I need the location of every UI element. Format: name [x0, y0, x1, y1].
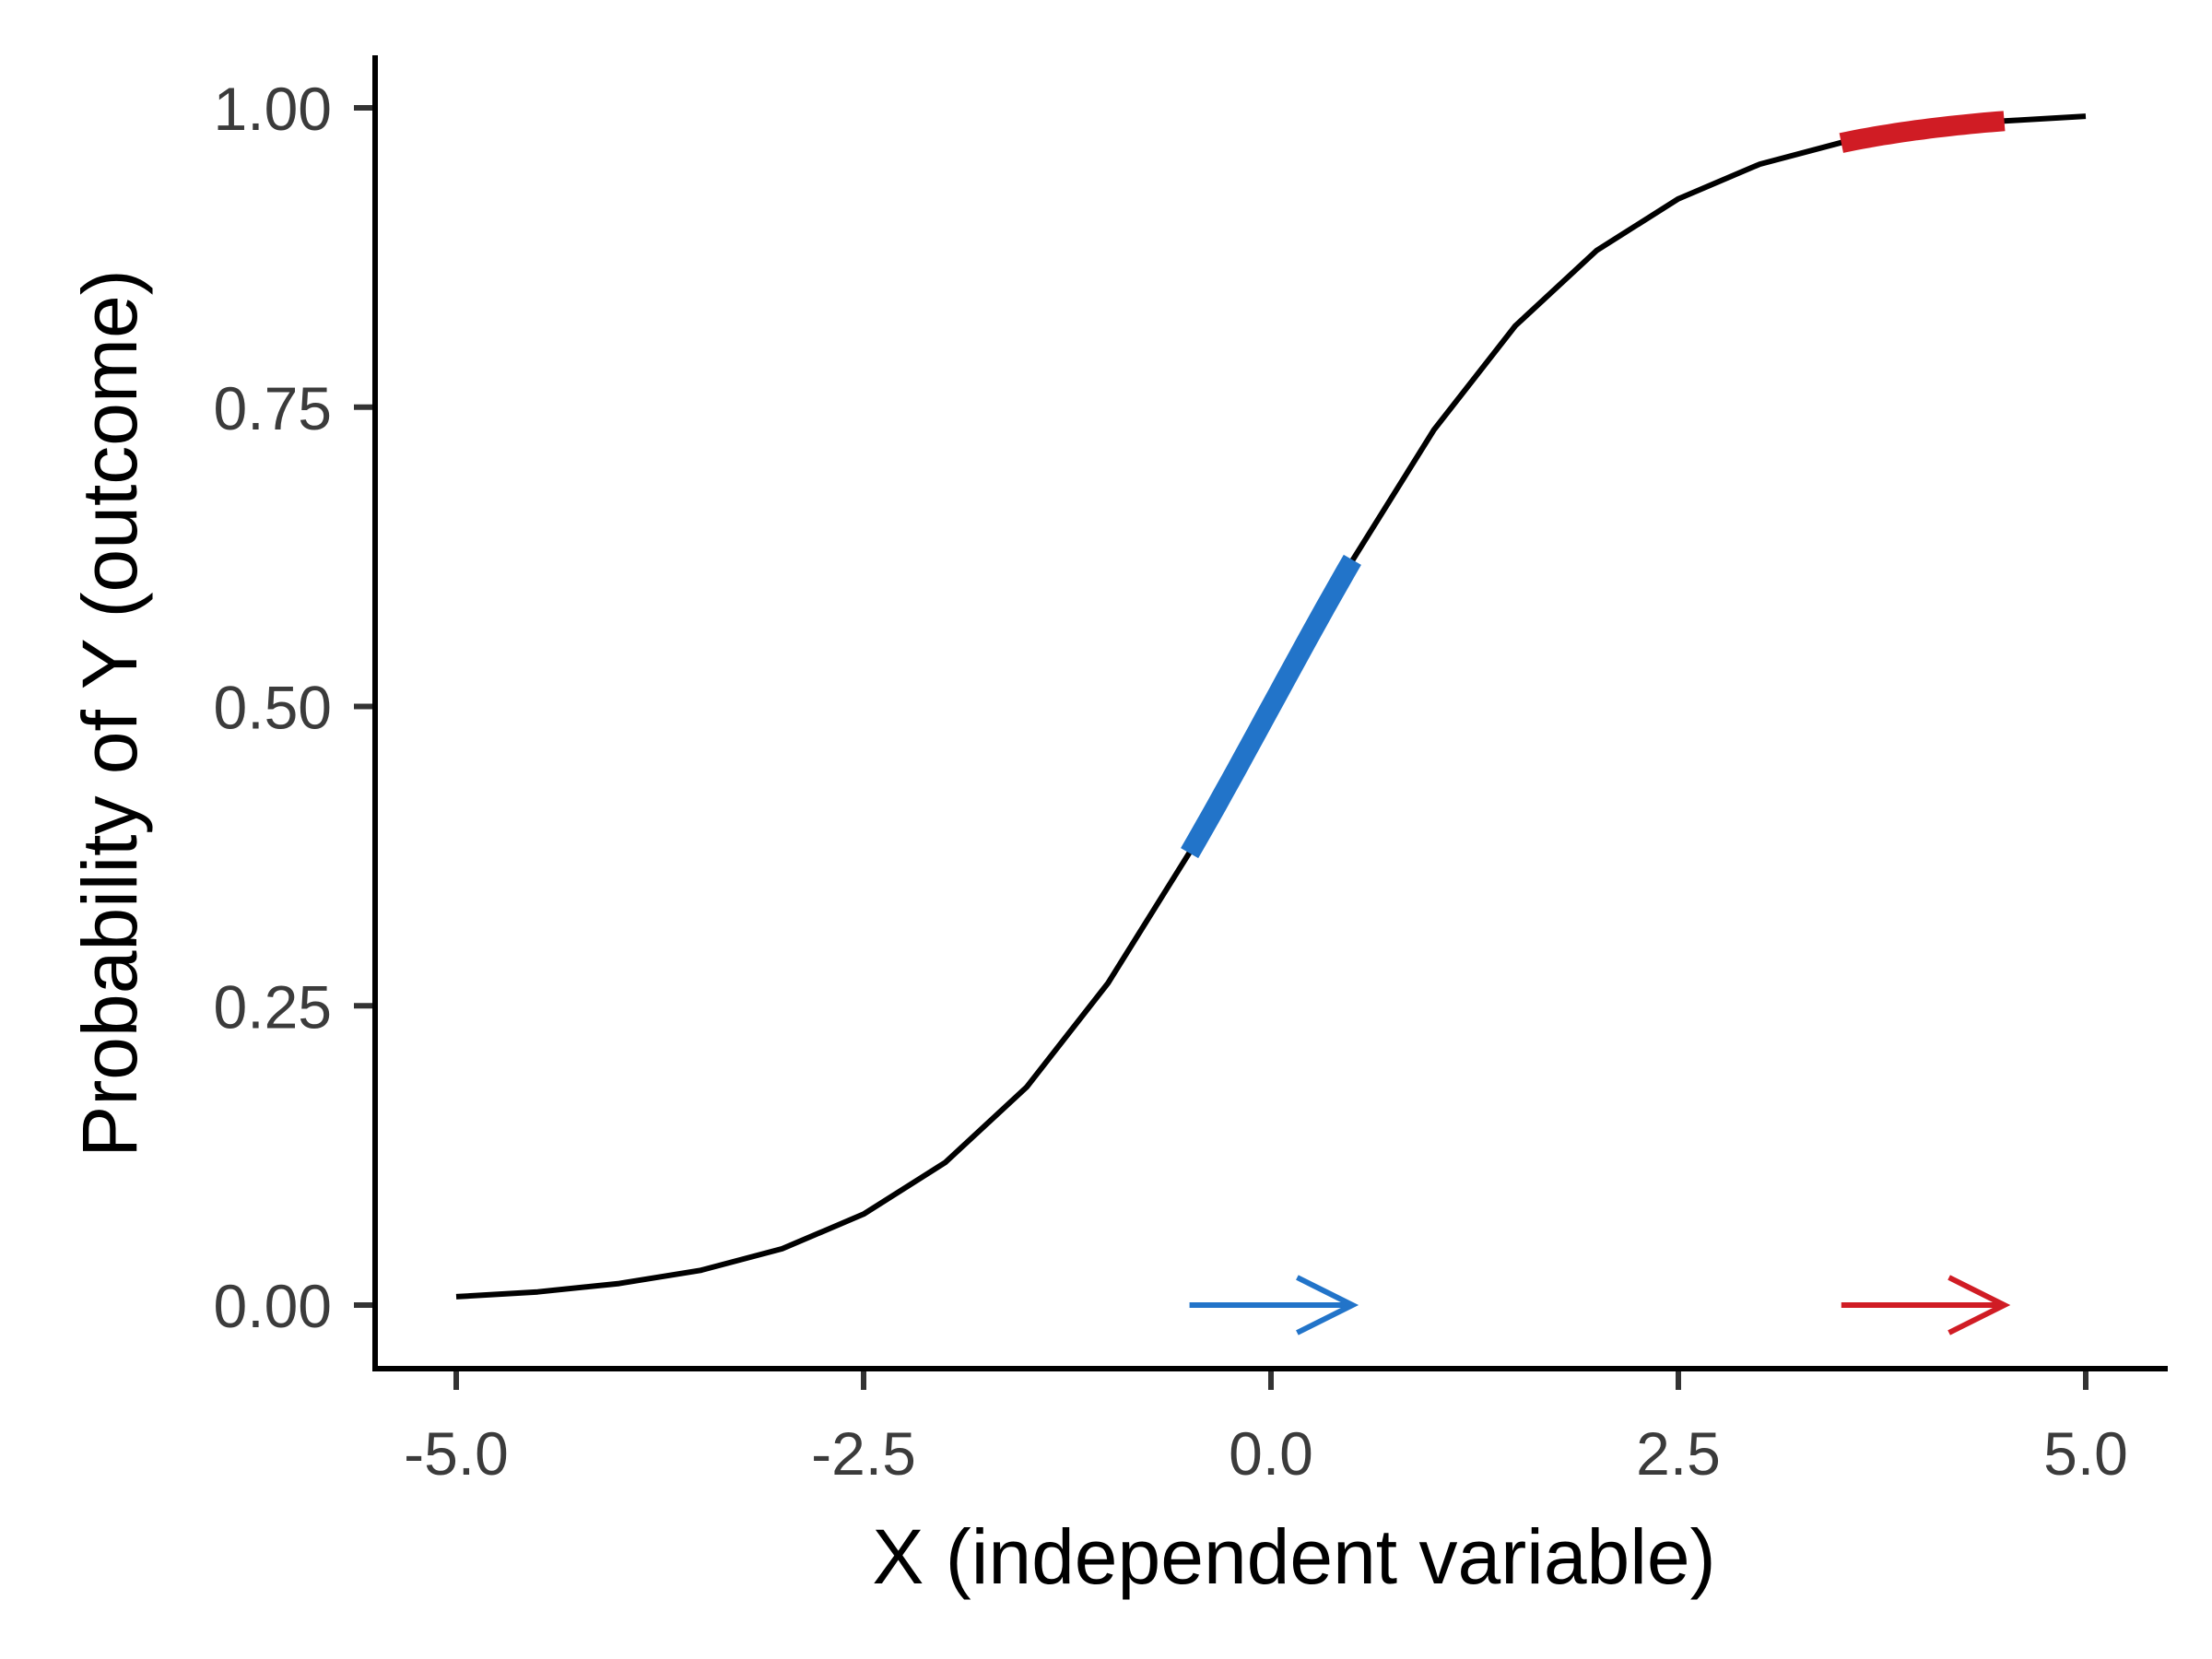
x-tick-label: -5.0	[404, 1419, 509, 1488]
y-axis-title: Probability of Y (outcome)	[66, 269, 153, 1157]
x-tick-label: 5.0	[2043, 1419, 2128, 1488]
y-tick-label: 0.00	[214, 1272, 332, 1340]
ticks: -5.0 -2.5 0.0 2.5 5.0 0.00 0.25 0.50 0.75 1.00	[214, 75, 2128, 1488]
arrow-1	[1189, 1275, 1359, 1335]
axes	[372, 55, 2168, 1371]
highlight-segment-2	[1839, 111, 2006, 153]
plot-area	[455, 111, 2087, 1335]
y-tick-label: 1.00	[214, 75, 332, 143]
y-tick-label: 0.50	[214, 674, 332, 742]
arrow-2	[1841, 1275, 2011, 1335]
x-tick-label: 0.0	[1229, 1419, 1313, 1488]
arrow-head	[1947, 1275, 2011, 1335]
x-tick-label: -2.5	[811, 1419, 916, 1488]
y-tick-label: 0.75	[214, 374, 332, 442]
x-tick-label: 2.5	[1636, 1419, 1721, 1488]
y-tick-label: 0.25	[214, 972, 332, 1041]
x-axis-title: X (independent variable)	[872, 1513, 1715, 1600]
highlight-segment-1	[1181, 554, 1361, 859]
arrow-head	[1296, 1275, 1359, 1335]
